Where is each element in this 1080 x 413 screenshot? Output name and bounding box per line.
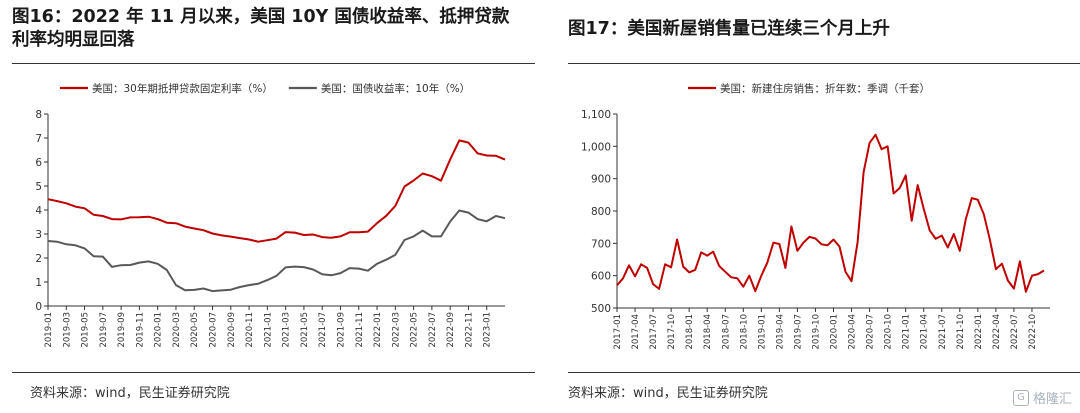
x-tick-label: 2022-11 bbox=[464, 312, 474, 348]
x-tick-label: 2020-10 bbox=[884, 314, 894, 350]
x-tick-label: 2019-05 bbox=[81, 312, 91, 348]
x-tick-label: 2021-11 bbox=[355, 312, 365, 348]
x-tick-label: 2019-09 bbox=[117, 312, 127, 348]
x-tick-label: 2020-07 bbox=[866, 314, 876, 350]
x-tick-label: 2020-03 bbox=[172, 312, 182, 348]
series-line bbox=[47, 139, 506, 243]
title-divider bbox=[568, 63, 1080, 64]
y-tick-label: 0 bbox=[35, 301, 42, 313]
x-tick-label: 2021-04 bbox=[920, 314, 930, 350]
x-tick-label: 2022-05 bbox=[410, 312, 420, 348]
series-line bbox=[616, 133, 1045, 293]
watermark-text: 格隆汇 bbox=[1032, 392, 1072, 407]
x-tick-label: 2021-10 bbox=[956, 314, 966, 350]
x-tick-label: 2022-09 bbox=[446, 312, 456, 348]
y-tick-label: 900 bbox=[591, 174, 611, 186]
x-tick-label: 2018-10 bbox=[739, 314, 749, 350]
x-tick-label: 2021-09 bbox=[336, 312, 346, 348]
chart-title: 图16：2022 年 11 月以来，美国 10Y 国债收益率、抵押贷款利率均明显… bbox=[12, 7, 510, 50]
x-tick-label: 2022-07 bbox=[428, 312, 438, 348]
x-tick-label: 2020-05 bbox=[190, 312, 200, 348]
y-tick-label: 1 bbox=[35, 277, 42, 289]
mortgage-treasury-chart: 0 1 2 3 4 5 6 7 8 2019-01 2019-03 2019-05 2019-07 201… bbox=[35, 82, 506, 348]
left-panel: 图16：2022 年 11 月以来，美国 10Y 国债收益率、抵押贷款利率均明显… bbox=[0, 0, 535, 413]
x-tick-label: 2019-01 bbox=[44, 312, 54, 348]
x-tick-label: 2023-01 bbox=[483, 312, 493, 348]
g-logo-icon: G bbox=[1012, 389, 1029, 406]
x-tick-label: 2019-01 bbox=[757, 314, 767, 350]
x-tick-label: 2021-03 bbox=[282, 312, 292, 348]
x-tick-label: 2019-04 bbox=[775, 314, 785, 350]
x-tick-label: 2018-07 bbox=[721, 314, 731, 350]
y-tick-label: 5 bbox=[35, 181, 42, 193]
x-tick-label: 2020-07 bbox=[209, 312, 219, 348]
y-tick-label: 7 bbox=[35, 133, 42, 145]
y-tick-label: 600 bbox=[591, 271, 611, 283]
x-tick-label: 2020-09 bbox=[227, 312, 237, 348]
source-note: 资料来源：wind，民生证券研究院 bbox=[30, 386, 230, 401]
chart-title: 图17：美国新屋销售量已连续三个月上升 bbox=[568, 19, 890, 39]
y-tick-label: 8 bbox=[35, 109, 42, 121]
x-tick-label: 2022-01 bbox=[373, 312, 383, 348]
y-tick-label: 1,000 bbox=[581, 141, 611, 153]
title-divider bbox=[12, 63, 535, 64]
x-tick-label: 2022-07 bbox=[1010, 314, 1020, 350]
x-tick-label: 2021-01 bbox=[902, 314, 912, 350]
x-tick-label: 2019-03 bbox=[62, 312, 72, 348]
source-divider bbox=[12, 372, 535, 373]
y-tick-label: 1,100 bbox=[581, 109, 611, 121]
watermark: G 格隆汇 bbox=[1012, 388, 1072, 407]
x-tick-label: 2021-05 bbox=[300, 312, 310, 348]
y-tick-label: 6 bbox=[35, 157, 42, 169]
x-tick-label: 2018-01 bbox=[685, 314, 695, 350]
legend-label: 美国：30年期抵押贷款固定利率（%） bbox=[92, 82, 273, 95]
x-tick-label: 2022-04 bbox=[992, 314, 1002, 350]
legend-label: 美国：国债收益率：10年（%） bbox=[321, 82, 470, 95]
y-tick-label: 3 bbox=[35, 229, 42, 241]
x-tick-label: 2022-10 bbox=[1028, 314, 1038, 350]
x-tick-label: 2021-01 bbox=[263, 312, 273, 348]
x-tick-label: 2019-10 bbox=[811, 314, 821, 350]
y-tick-label: 500 bbox=[591, 303, 611, 315]
new-home-sales-chart: 500 600 700 800 900 1,000 1,100 2017-01 2017-04 2… bbox=[581, 82, 1050, 350]
y-tick-label: 2 bbox=[35, 253, 42, 265]
x-tick-label: 2020-04 bbox=[848, 314, 858, 350]
legend-label: 美国：新建住房销售：折年数：季调（千套） bbox=[720, 82, 930, 95]
y-tick-label: 4 bbox=[35, 205, 42, 217]
y-tick-label: 700 bbox=[591, 238, 611, 250]
x-tick-label: 2017-07 bbox=[649, 314, 659, 350]
x-tick-label: 2017-10 bbox=[667, 314, 677, 350]
x-tick-label: 2017-01 bbox=[613, 314, 623, 350]
x-tick-label: 2019-11 bbox=[135, 312, 145, 348]
right-panel: 图17：美国新屋销售量已连续三个月上升 500 600 700 800 900 1,000… bbox=[560, 0, 1080, 413]
x-tick-label: 2017-04 bbox=[631, 314, 641, 350]
x-tick-label: 2018-04 bbox=[703, 314, 713, 350]
x-tick-label: 2021-07 bbox=[318, 312, 328, 348]
x-tick-label: 2020-11 bbox=[245, 312, 255, 348]
source-note: 资料来源：wind，民生证券研究院 bbox=[568, 386, 768, 401]
x-tick-label: 2022-01 bbox=[974, 314, 984, 350]
x-tick-label: 2019-07 bbox=[99, 312, 109, 348]
y-tick-label: 800 bbox=[591, 206, 611, 218]
x-tick-label: 2020-01 bbox=[154, 312, 164, 348]
x-tick-label: 2021-07 bbox=[938, 314, 948, 350]
source-divider bbox=[568, 372, 1080, 373]
series-line bbox=[47, 209, 506, 293]
x-tick-label: 2020-01 bbox=[830, 314, 840, 350]
x-tick-label: 2022-03 bbox=[391, 312, 401, 348]
x-tick-label: 2019-07 bbox=[793, 314, 803, 350]
